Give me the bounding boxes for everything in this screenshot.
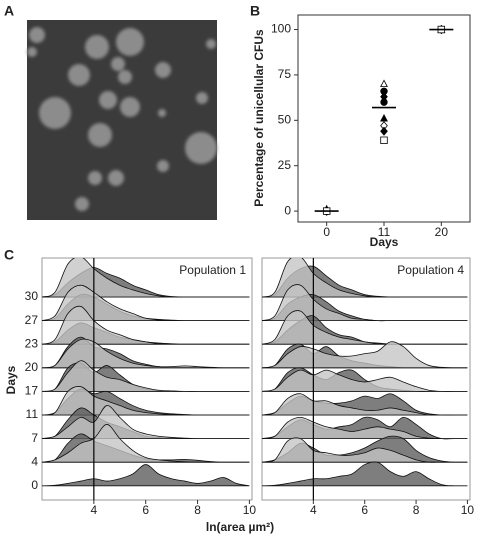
y-tick-label: 11 <box>26 407 39 421</box>
y-tick-label: 0 <box>31 478 38 492</box>
y-axis-label: Percentage of unicellular CFUs <box>252 29 266 207</box>
x-tick-label: 4 <box>91 503 98 517</box>
y-tick-label: 7 <box>31 431 38 445</box>
panel-label: B <box>250 3 260 19</box>
x-tick-label: 11 <box>378 225 391 239</box>
y-tick-label: 100 <box>271 22 291 36</box>
panel-title: Population 4 <box>397 263 464 277</box>
point <box>380 114 388 122</box>
x-tick-label: 4 <box>310 503 317 517</box>
y-tick-label: 27 <box>25 313 39 327</box>
micrograph <box>27 20 217 220</box>
y-tick-label: 20 <box>25 360 39 374</box>
y-tick-label: 75 <box>278 67 292 81</box>
x-tick-label: 10 <box>461 503 475 517</box>
x-tick-label: 8 <box>413 503 420 517</box>
y-tick-label: 17 <box>25 384 39 398</box>
point <box>380 98 388 106</box>
point <box>380 126 388 136</box>
x-tick-label: 10 <box>243 503 257 517</box>
panel-label: A <box>4 3 14 19</box>
y-tick-label: 50 <box>278 112 292 126</box>
point <box>380 79 388 88</box>
x-tick-label: 0 <box>323 225 330 239</box>
y-tick-label: 4 <box>31 454 38 468</box>
y-tick-label: 30 <box>25 289 39 303</box>
x-tick-label: 20 <box>435 225 449 239</box>
panel-title: Population 1 <box>179 263 246 277</box>
x-tick-label: 6 <box>142 503 149 517</box>
panel-label: C <box>4 247 14 263</box>
x-axis-label: ln(area µm²) <box>206 520 274 534</box>
y-tick-label: 0 <box>284 203 291 217</box>
y-axis-label: Days <box>4 365 18 394</box>
point <box>380 136 388 144</box>
x-tick-label: 6 <box>361 503 368 517</box>
y-tick-label: 25 <box>278 158 292 172</box>
x-tick-label: 8 <box>194 503 201 517</box>
x-axis-label: Days <box>370 235 399 249</box>
y-tick-label: 23 <box>25 336 39 350</box>
